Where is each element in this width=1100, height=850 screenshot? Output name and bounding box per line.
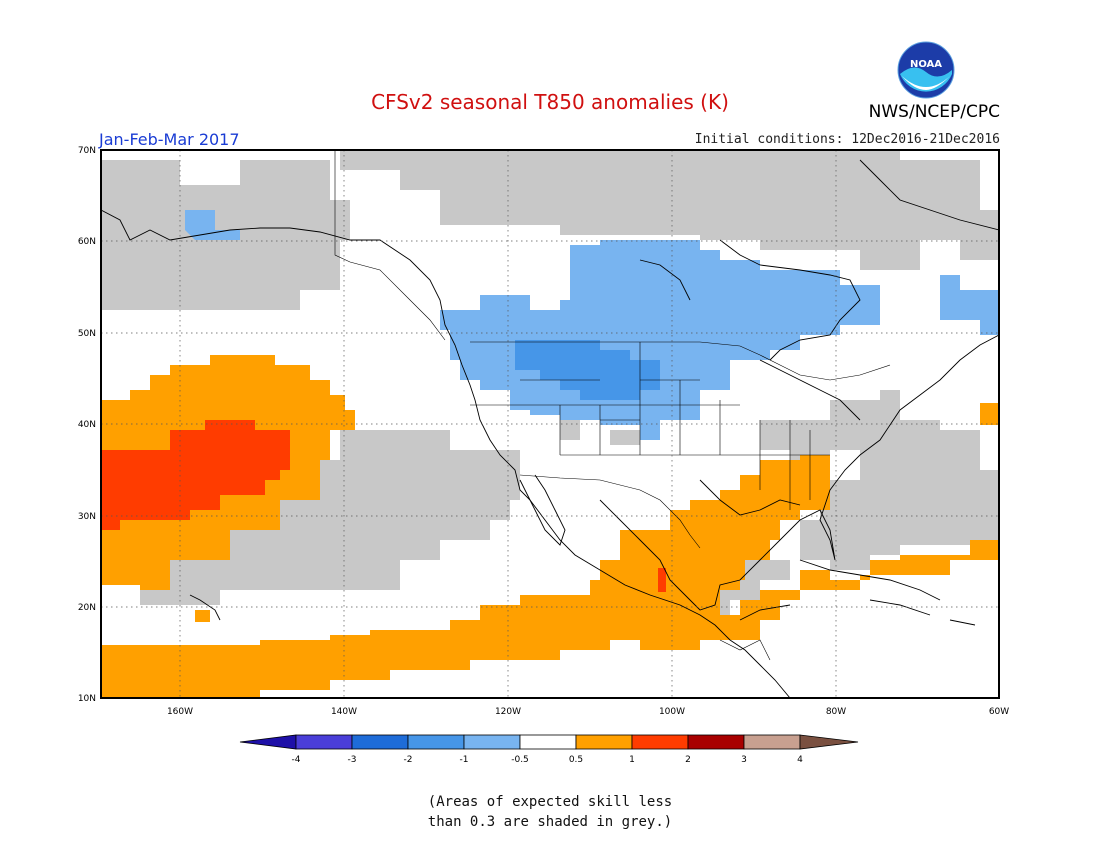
skill-note: (Areas of expected skill less than 0.3 a…	[0, 792, 1100, 832]
colorbar-swatch	[631, 734, 689, 750]
colorbar-label: 4	[797, 755, 803, 765]
colorbar-label: -4	[292, 755, 301, 765]
lat-label: 10N	[78, 694, 96, 704]
colorbar-max-arrow	[799, 734, 859, 750]
colorbar-swatch	[575, 734, 633, 750]
colorbar-swatch	[407, 734, 465, 750]
svg-text:NOAA: NOAA	[910, 59, 942, 70]
low-skill-grey-areas	[101, 150, 999, 615]
skill-note-line: than 0.3 are shaded in grey.)	[427, 814, 673, 830]
agency-label: NWS/NCEP/CPC	[868, 102, 1000, 122]
noaa-logo: NOAA	[897, 41, 955, 99]
colorbar-label: 1	[629, 755, 635, 765]
lon-label: 80W	[826, 707, 846, 717]
lat-label: 70N	[78, 146, 96, 156]
lat-label: 20N	[78, 603, 96, 613]
skill-note-line: (Areas of expected skill less	[427, 794, 673, 810]
colorbar-swatch	[295, 734, 353, 750]
lon-label: 100W	[659, 707, 685, 717]
negative-anomaly-areas	[185, 210, 999, 440]
colorbar-label: -1	[460, 755, 469, 765]
lon-label: 120W	[495, 707, 521, 717]
colorbar-swatch	[519, 734, 577, 750]
lon-label: 160W	[167, 707, 193, 717]
lat-label: 30N	[78, 512, 96, 522]
colorbar-label: 3	[741, 755, 747, 765]
colorbar-swatch	[687, 734, 745, 750]
positive-anomaly-areas	[101, 355, 999, 698]
colorbar-swatch	[743, 734, 801, 750]
colorbar-label: 0.5	[569, 755, 583, 765]
lat-label: 50N	[78, 329, 96, 339]
colorbar: -4 -3 -2 -1 -0.5 0.5 1 2 3 4	[239, 734, 859, 765]
lat-label: 60N	[78, 237, 96, 247]
political-boundaries	[334, 150, 891, 661]
initial-conditions: Initial conditions: 12Dec2016-21Dec2016	[694, 132, 1000, 147]
colorbar-label: 2	[685, 755, 691, 765]
anomaly-map: 70N 60N 50N 40N 30N 20N 10N 160W 140W 12…	[78, 146, 1009, 765]
lon-label: 60W	[989, 707, 1009, 717]
colorbar-min-arrow	[239, 734, 297, 750]
chart-title: CFSv2 seasonal T850 anomalies (K)	[371, 90, 729, 114]
graticule	[101, 150, 999, 698]
colorbar-label: -0.5	[511, 755, 529, 765]
coastlines	[101, 159, 999, 698]
colorbar-swatch	[351, 734, 409, 750]
colorbar-label: -2	[404, 755, 413, 765]
forecast-period: Jan-Feb-Mar 2017	[99, 130, 240, 149]
lat-label: 40N	[78, 420, 96, 430]
latitude-labels: 70N 60N 50N 40N 30N 20N 10N	[78, 146, 96, 704]
lon-label: 140W	[331, 707, 357, 717]
longitude-labels: 160W 140W 120W 100W 80W 60W	[167, 707, 1009, 717]
colorbar-swatch	[463, 734, 521, 750]
colorbar-label: -3	[348, 755, 357, 765]
